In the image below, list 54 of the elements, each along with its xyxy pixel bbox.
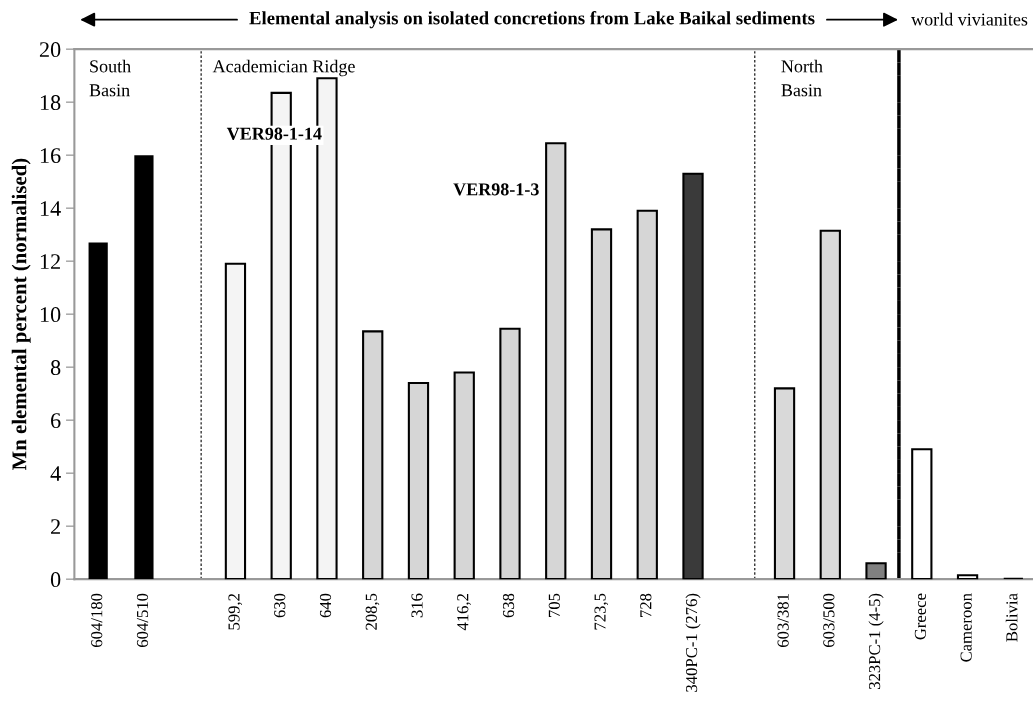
x-tick-label: 723,5: [594, 593, 609, 630]
x-tick-label: 604/180: [91, 593, 103, 647]
bar: [590, 228, 613, 580]
bar: [819, 229, 841, 580]
text: world vivianites: [911, 12, 1028, 26]
x-tick-label: 630: [274, 593, 286, 618]
bar: [636, 209, 658, 580]
bar: [773, 387, 796, 580]
annotation: North Basin: [781, 59, 823, 97]
x-tick-label: 416,2: [457, 593, 471, 631]
bar: [865, 562, 887, 580]
bar: [134, 155, 154, 580]
y-axis-title: Mn elemental percent (normalised): [11, 158, 31, 471]
annotation: VER98-1-3: [453, 183, 539, 196]
x-tick-label: 604/510: [136, 593, 149, 647]
y-tick-label: 2: [51, 519, 60, 534]
x-tick-label: 340PC-1 (276): [685, 593, 701, 692]
bar: [224, 262, 247, 580]
annotation: Academician Ridge: [212, 59, 355, 77]
bar: [682, 172, 704, 580]
x-tick-label: 323PC-1 (4-5): [868, 593, 884, 689]
bar: [911, 448, 933, 580]
bar: [499, 327, 521, 580]
bar: [956, 574, 979, 580]
y-tick-label: 6: [51, 413, 61, 429]
bar: [453, 371, 475, 580]
x-tick-label: Bolivia: [1005, 593, 1018, 642]
x-tick-label: 640: [319, 593, 332, 618]
y-tick-label: 10: [40, 307, 61, 323]
bar: [545, 142, 567, 580]
bar: [88, 242, 108, 580]
x-tick-label: 705: [548, 593, 560, 617]
x-tick-label: 728: [640, 593, 652, 617]
x-tick-label: 208,5: [365, 593, 380, 630]
y-tick-label: 18: [40, 95, 61, 111]
x-tick-label: Cameroon: [960, 593, 972, 662]
bar: [407, 382, 430, 580]
y-tick-label: 16: [40, 148, 61, 164]
x-tick-label: 603/500: [823, 593, 835, 647]
y-tick-label: 8: [50, 360, 61, 376]
bar: [362, 330, 384, 580]
chart-title: Elemental analysis on isolated concretions from Lake Baikal sediments: [249, 11, 815, 29]
x-tick-label: 316: [411, 593, 423, 618]
y-tick-label: 14: [40, 201, 61, 216]
y-tick-label: 0: [50, 572, 61, 588]
x-tick-label: 603/381: [777, 594, 789, 647]
x-tick-label: 599,2: [228, 593, 243, 630]
y-tick-label: 12: [40, 254, 60, 269]
y-tick-label: 4: [50, 466, 61, 481]
annotation: South Basin: [89, 59, 131, 97]
x-tick-label: 638: [502, 593, 515, 618]
annotation: VER98-1-14: [226, 127, 322, 140]
x-tick-label: Greece: [914, 593, 926, 640]
y-tick-label: 20: [39, 42, 61, 58]
